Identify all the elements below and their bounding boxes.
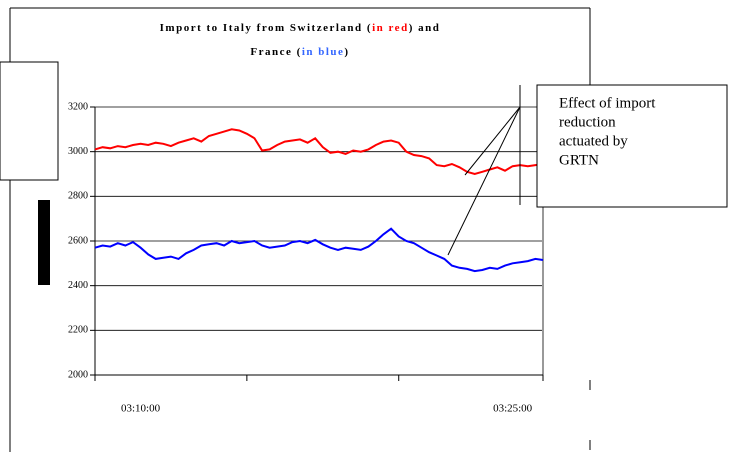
arrow bbox=[447, 106, 521, 256]
annotation-text: reduction bbox=[559, 114, 616, 130]
title-part: ) bbox=[344, 46, 349, 58]
x-tick-label: 03:10:00 bbox=[121, 403, 161, 415]
y-tick-label: 2000 bbox=[68, 369, 88, 380]
title-part: in red bbox=[372, 22, 409, 34]
side-bar bbox=[38, 200, 50, 285]
side-box bbox=[0, 61, 59, 181]
series-line bbox=[94, 227, 544, 273]
annotation-text: actuated by bbox=[559, 133, 628, 149]
y-tick-label: 2600 bbox=[68, 235, 88, 246]
y-tick-label: 3000 bbox=[68, 146, 88, 157]
chart-title: Import to Italy from Switzerland (in red… bbox=[160, 22, 441, 34]
y-tick-label: 2200 bbox=[68, 325, 88, 336]
annotation-text: GRTN bbox=[559, 152, 599, 168]
annotation-lines bbox=[447, 85, 521, 256]
annotation-text: Effect of import bbox=[559, 95, 656, 111]
title-part: Import to Italy from Switzerland ( bbox=[160, 22, 372, 34]
y-tick-label: 3200 bbox=[68, 101, 88, 112]
y-tick-label: 2400 bbox=[68, 280, 88, 291]
plot-area: 2000 2200 2400 2600 2800 3000 3200 03:10:00 03:2… bbox=[68, 101, 544, 415]
annotation: Effect of import reduction actuated by GRTN bbox=[559, 95, 656, 168]
title-part: ) and bbox=[409, 22, 441, 34]
arrow bbox=[464, 106, 521, 176]
title-part: in blue bbox=[302, 46, 345, 58]
annotation-box bbox=[536, 84, 728, 208]
frame bbox=[9, 7, 591, 452]
y-tick-label: 2800 bbox=[68, 191, 88, 202]
chart-title: France (in blue) bbox=[250, 46, 349, 58]
series-line bbox=[94, 128, 544, 176]
title-part: France ( bbox=[250, 46, 301, 58]
x-tick-label: 03:25:00 bbox=[493, 403, 533, 415]
